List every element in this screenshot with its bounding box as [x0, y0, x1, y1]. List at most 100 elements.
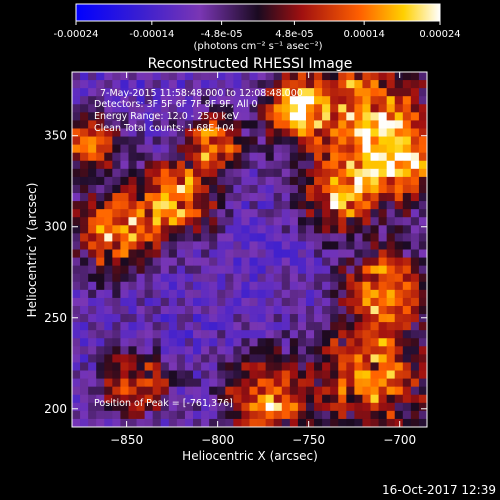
heatmap-cell — [386, 410, 396, 420]
heatmap-cell — [314, 217, 323, 226]
heatmap-cell — [362, 289, 371, 299]
heatmap-cell — [112, 273, 121, 283]
heatmap-cell — [72, 289, 81, 299]
heatmap-cell — [233, 362, 242, 371]
heatmap-cell — [120, 314, 129, 323]
heatmap-cell — [281, 80, 291, 89]
heatmap-cell — [273, 257, 283, 267]
heatmap-cell — [209, 418, 218, 428]
heatmap-cell — [305, 176, 315, 186]
heatmap-cell — [249, 176, 258, 186]
heatmap-cell — [370, 281, 379, 291]
heatmap-cell — [354, 314, 363, 323]
heatmap-cell — [394, 120, 404, 129]
heatmap-cell — [273, 265, 283, 275]
heatmap-cell — [233, 394, 242, 404]
y-tick-label: 250 — [44, 311, 67, 325]
heatmap-cell — [305, 168, 315, 178]
heatmap-cell — [249, 410, 258, 420]
heatmap-cell — [72, 72, 81, 81]
heatmap-cell — [289, 225, 299, 234]
heatmap-cell — [144, 330, 154, 339]
heatmap-cell — [217, 176, 226, 186]
heatmap-cell — [120, 233, 129, 242]
heatmap-cell — [289, 273, 299, 283]
heatmap-cell — [80, 273, 89, 283]
heatmap-cell — [281, 305, 291, 315]
heatmap-cell — [305, 144, 315, 154]
heatmap-cell — [305, 305, 315, 315]
heatmap-cell — [249, 241, 258, 250]
heatmap-cell — [265, 346, 275, 355]
heatmap-cell — [346, 265, 355, 275]
heatmap-cell — [354, 273, 363, 283]
heatmap-cell — [209, 370, 218, 379]
heatmap-cell — [289, 265, 299, 275]
heatmap-cell — [241, 257, 250, 267]
heatmap-cell — [265, 330, 275, 339]
heatmap-cell — [249, 120, 258, 129]
x-tick-label: −750 — [292, 433, 325, 447]
heatmap-cell — [265, 72, 275, 81]
heatmap-cell — [112, 136, 121, 146]
heatmap-cell — [305, 184, 315, 194]
heatmap-cell — [104, 233, 113, 242]
heatmap-cell — [225, 96, 234, 105]
heatmap-cell — [402, 289, 412, 299]
heatmap-cell — [152, 362, 162, 371]
heatmap-cell — [120, 160, 129, 170]
heatmap-cell — [88, 418, 97, 428]
heatmap-cell — [305, 80, 315, 89]
heatmap-cell — [201, 233, 210, 242]
heatmap-cell — [370, 217, 379, 226]
heatmap-cell — [120, 394, 129, 404]
heatmap-cell — [410, 378, 420, 388]
heatmap-cell — [354, 249, 363, 258]
heatmap-cell — [378, 128, 388, 137]
heatmap-cell — [112, 418, 121, 428]
heatmap-cell — [128, 370, 137, 379]
heatmap-cell — [168, 176, 178, 186]
heatmap-cell — [128, 338, 137, 347]
heatmap-cell — [354, 265, 363, 275]
heatmap-cell — [112, 330, 121, 339]
heatmap-cell — [386, 168, 396, 178]
heatmap-cell — [225, 289, 234, 299]
heatmap-cell — [120, 217, 129, 226]
plot-frame — [71, 71, 428, 428]
heatmap-cell — [152, 193, 162, 202]
heatmap-cell — [241, 322, 250, 331]
heatmap-cell — [410, 273, 420, 283]
heatmap-cell — [112, 217, 121, 226]
heatmap-cell — [176, 136, 186, 146]
heatmap-cell — [233, 281, 242, 291]
heatmap-cell — [289, 193, 299, 202]
heatmap-cell — [184, 249, 194, 258]
heatmap-cell — [168, 136, 178, 146]
heatmap-cell — [281, 322, 291, 331]
heatmap-cell — [410, 265, 420, 275]
heatmap-cell — [378, 136, 388, 146]
heatmap-cell — [136, 176, 146, 186]
heatmap-cell — [402, 160, 412, 170]
heatmap-cell — [104, 370, 113, 379]
heatmap-cell — [354, 362, 363, 371]
heatmap-cell — [184, 104, 194, 113]
heatmap-cell — [168, 160, 178, 170]
heatmap-cell — [386, 233, 396, 242]
heatmap-cell — [72, 338, 81, 347]
heatmap-cell — [88, 225, 97, 234]
heatmap-cell — [281, 354, 291, 363]
heatmap-cell — [346, 160, 355, 170]
heatmap-cell — [410, 257, 420, 267]
heatmap-cell — [370, 265, 379, 275]
heatmap-cell — [160, 225, 170, 234]
heatmap-cell — [289, 136, 299, 146]
heatmap-cell — [418, 330, 428, 339]
heatmap-cell — [217, 225, 226, 234]
annotation-energy: Energy Range: 12.0 - 25.0 keV — [94, 111, 239, 122]
heatmap-cell — [193, 104, 202, 113]
heatmap-cell — [225, 314, 234, 323]
heatmap-cell — [217, 394, 226, 404]
heatmap-cell — [184, 120, 194, 129]
